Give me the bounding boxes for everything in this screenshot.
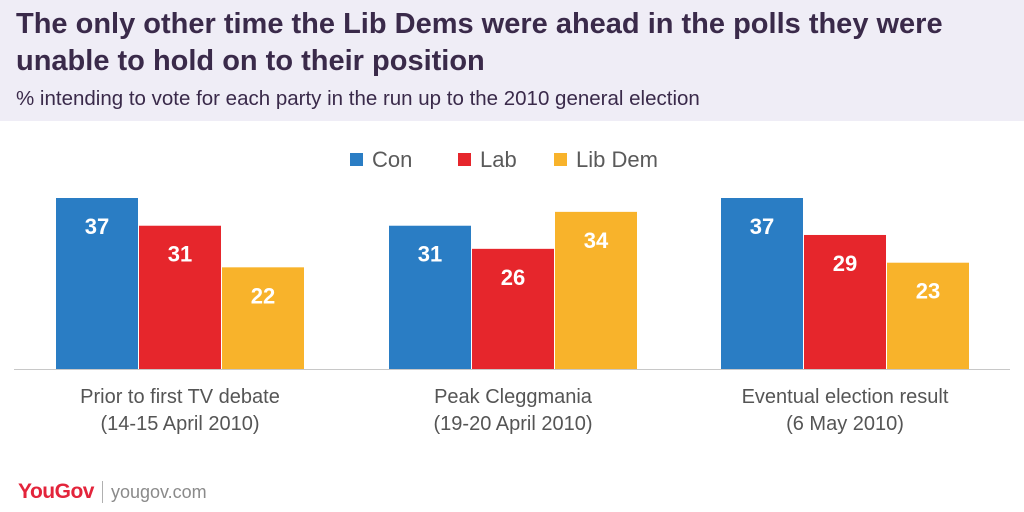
- bar-value-label: 23: [916, 279, 940, 304]
- bar-value-label: 29: [833, 251, 857, 276]
- yougov-logo: YouGov: [18, 480, 94, 503]
- legend-label: Con: [372, 147, 412, 172]
- category-label: Prior to first TV debate: [80, 386, 280, 408]
- legend-label: Lib Dem: [576, 147, 658, 172]
- bar-con: [721, 198, 803, 369]
- bar-lib-dem: [222, 267, 304, 369]
- category-label: Peak Cleggmania: [434, 386, 593, 408]
- bar-chart: Con Lab Lib Dem 37 31 22 Prior to first TV deb…: [14, 147, 1010, 435]
- bar-lab: [472, 248, 554, 369]
- category-label: (14-15 April 2010): [101, 413, 260, 435]
- category-label: Eventual election result: [742, 386, 949, 408]
- bar-lib-dem: [555, 211, 637, 369]
- header-band: The only other time the Lib Dems were ah…: [0, 0, 1024, 121]
- bar-lab: [804, 234, 886, 369]
- bar-value-label: 22: [251, 283, 275, 308]
- legend-label: Lab: [480, 147, 517, 172]
- category-label: (19-20 April 2010): [434, 413, 593, 435]
- bar-value-label: 37: [85, 214, 109, 239]
- bar-value-label: 37: [750, 214, 774, 239]
- bar-con: [389, 225, 471, 369]
- chart-title: The only other time the Lib Dems were ah…: [16, 8, 943, 77]
- bar-value-label: 31: [168, 242, 192, 267]
- bar-lab: [139, 225, 221, 369]
- legend-item-lib-dem: Lib Dem: [554, 147, 658, 172]
- bar-lib-dem: [887, 262, 969, 369]
- brand-divider: [101, 481, 103, 503]
- category-label: (6 May 2010): [786, 413, 904, 435]
- brand-footer: YouGov yougov.com: [18, 478, 207, 506]
- legend-item-lab: Lab: [458, 147, 517, 172]
- legend-swatch: [458, 153, 471, 166]
- legend-swatch: [350, 153, 363, 166]
- bar-con: [56, 198, 138, 369]
- legend-item-con: Con: [350, 147, 412, 172]
- chart-subtitle: % intending to vote for each party in th…: [16, 87, 700, 110]
- site-url: yougov.com: [110, 481, 207, 502]
- bar-value-label: 26: [501, 265, 525, 290]
- legend-swatch: [554, 153, 567, 166]
- bar-value-label: 31: [418, 242, 442, 267]
- bar-value-label: 34: [584, 228, 609, 253]
